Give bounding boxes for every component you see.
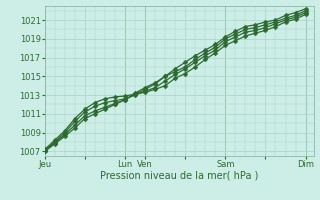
X-axis label: Pression niveau de la mer( hPa ): Pression niveau de la mer( hPa ) [100,171,258,181]
